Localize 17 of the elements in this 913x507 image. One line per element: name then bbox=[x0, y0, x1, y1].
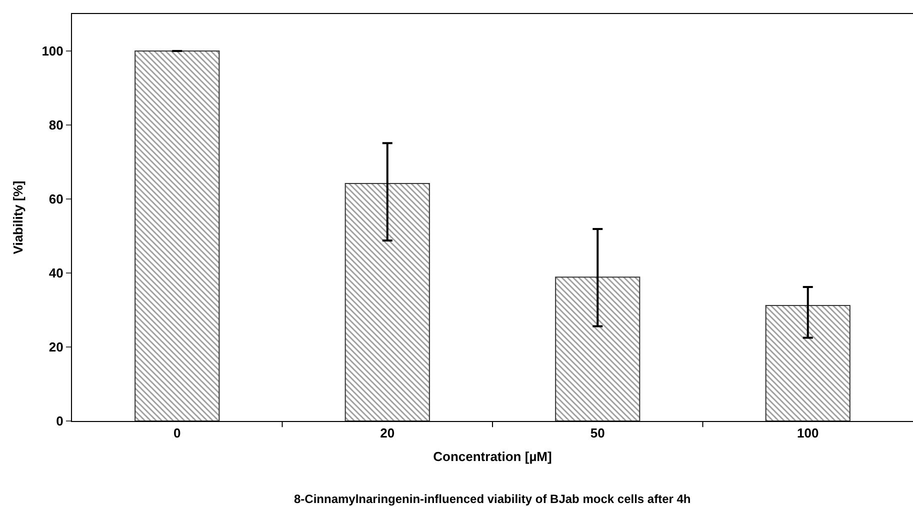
bar bbox=[344, 182, 430, 421]
bar bbox=[555, 276, 640, 421]
x-tick-label: 100 bbox=[797, 426, 819, 441]
y-tick-label: 60 bbox=[48, 192, 64, 207]
y-tick-label: 20 bbox=[48, 340, 64, 355]
x-tick-label: 0 bbox=[174, 426, 181, 441]
y-tick-label: 0 bbox=[56, 414, 64, 429]
x-tick-label: 20 bbox=[380, 426, 395, 441]
bar bbox=[765, 305, 850, 421]
x-tick-label: 50 bbox=[590, 426, 605, 441]
text: 8-Cinnamylnaringenin-influenced viability of BJab mock cells after 4h bbox=[294, 492, 691, 506]
y-tick-label: 80 bbox=[48, 118, 64, 133]
x-axis-title: Concentration [µM] bbox=[433, 449, 552, 464]
y-tick-label: 100 bbox=[42, 44, 64, 59]
bar bbox=[134, 50, 220, 421]
y-axis-title: Viability [%] bbox=[10, 180, 26, 254]
y-tick-label: 40 bbox=[48, 266, 64, 281]
